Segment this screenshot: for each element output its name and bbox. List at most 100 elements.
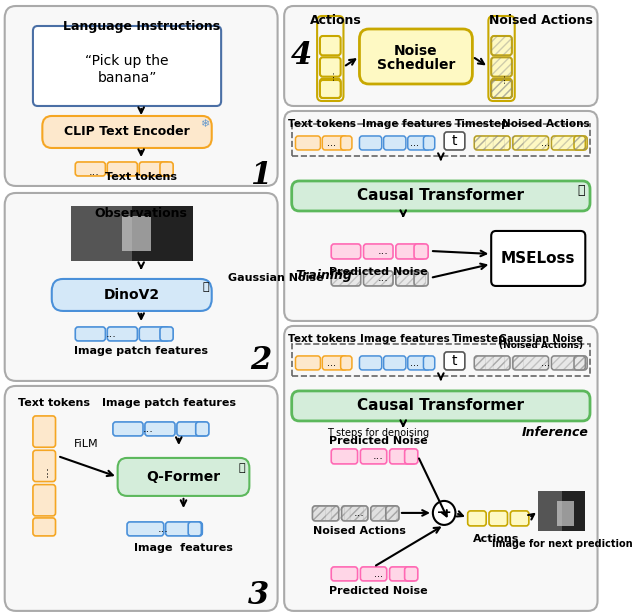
FancyBboxPatch shape: [332, 449, 358, 464]
FancyBboxPatch shape: [284, 111, 598, 321]
FancyBboxPatch shape: [320, 57, 340, 76]
Text: Predicted Noise: Predicted Noise: [329, 436, 428, 446]
FancyBboxPatch shape: [552, 356, 587, 370]
FancyBboxPatch shape: [574, 136, 586, 150]
Text: Scheduler: Scheduler: [377, 59, 455, 73]
FancyBboxPatch shape: [513, 356, 548, 370]
Text: Inference: Inference: [521, 426, 588, 439]
Text: Image features: Image features: [362, 119, 451, 129]
FancyBboxPatch shape: [33, 450, 56, 482]
FancyBboxPatch shape: [390, 567, 416, 581]
FancyBboxPatch shape: [414, 244, 428, 259]
FancyBboxPatch shape: [340, 136, 352, 150]
Text: Timestep: Timestep: [454, 119, 509, 129]
Text: ...: ...: [38, 465, 51, 477]
Text: ...: ...: [354, 508, 365, 518]
Text: MSELoss: MSELoss: [501, 251, 575, 266]
Text: FiLM: FiLM: [74, 439, 99, 449]
FancyBboxPatch shape: [188, 522, 202, 536]
FancyBboxPatch shape: [474, 136, 510, 150]
Text: ...: ...: [106, 329, 116, 339]
FancyBboxPatch shape: [160, 162, 173, 176]
Text: Causal Transformer: Causal Transformer: [357, 188, 524, 203]
Text: ...: ...: [374, 569, 383, 579]
Text: Gaussian Noise: Gaussian Noise: [499, 334, 583, 344]
FancyBboxPatch shape: [140, 327, 170, 341]
Text: Text tokens: Text tokens: [288, 119, 356, 129]
FancyBboxPatch shape: [342, 506, 368, 521]
FancyBboxPatch shape: [360, 567, 387, 581]
Circle shape: [433, 501, 456, 525]
FancyBboxPatch shape: [360, 356, 381, 370]
FancyBboxPatch shape: [76, 327, 106, 341]
Text: Text tokens: Text tokens: [105, 172, 177, 182]
Text: Noised Actions: Noised Actions: [502, 119, 589, 129]
Text: Causal Transformer: Causal Transformer: [357, 399, 524, 413]
FancyBboxPatch shape: [127, 522, 164, 536]
Text: 4: 4: [291, 41, 312, 71]
FancyBboxPatch shape: [491, 79, 512, 98]
FancyBboxPatch shape: [491, 231, 586, 286]
FancyBboxPatch shape: [574, 356, 586, 370]
Text: 🔥: 🔥: [578, 184, 586, 197]
FancyBboxPatch shape: [491, 80, 512, 98]
FancyBboxPatch shape: [4, 193, 278, 381]
Text: Text tokens: Text tokens: [18, 398, 90, 408]
Bar: [538, 491, 586, 531]
FancyBboxPatch shape: [510, 511, 529, 526]
FancyBboxPatch shape: [386, 506, 399, 521]
FancyBboxPatch shape: [396, 271, 426, 286]
FancyBboxPatch shape: [404, 567, 418, 581]
Text: ...: ...: [541, 358, 550, 368]
Bar: [557, 501, 574, 526]
Text: Observations: Observations: [95, 207, 188, 220]
Text: Predicted Noise: Predicted Noise: [329, 586, 428, 596]
FancyBboxPatch shape: [160, 327, 173, 341]
Text: ...: ...: [378, 246, 388, 256]
FancyBboxPatch shape: [360, 449, 387, 464]
FancyBboxPatch shape: [33, 26, 221, 106]
Text: Image patch features: Image patch features: [102, 398, 236, 408]
FancyBboxPatch shape: [292, 181, 590, 211]
Text: 🔥: 🔥: [202, 282, 209, 292]
FancyBboxPatch shape: [414, 271, 428, 286]
Text: Noised Actions: Noised Actions: [489, 14, 593, 27]
Text: Training: Training: [296, 269, 353, 283]
FancyBboxPatch shape: [340, 356, 352, 370]
Bar: [70, 206, 193, 261]
Text: t: t: [452, 354, 457, 368]
FancyBboxPatch shape: [332, 567, 358, 581]
Bar: [122, 216, 150, 251]
Text: ...: ...: [327, 138, 336, 148]
Bar: [292, 344, 590, 376]
FancyBboxPatch shape: [332, 244, 361, 259]
Text: ...: ...: [143, 424, 154, 434]
FancyBboxPatch shape: [513, 136, 548, 150]
FancyBboxPatch shape: [408, 136, 430, 150]
Text: Image  features: Image features: [134, 543, 233, 553]
Text: Language Instructions: Language Instructions: [63, 20, 220, 33]
FancyBboxPatch shape: [52, 279, 212, 311]
Text: CLIP Text Encoder: CLIP Text Encoder: [64, 126, 190, 139]
FancyBboxPatch shape: [390, 449, 416, 464]
Text: T steps for denoising: T steps for denoising: [327, 428, 429, 438]
Text: “Pick up the: “Pick up the: [85, 54, 169, 68]
Text: 🔥: 🔥: [238, 463, 244, 473]
FancyBboxPatch shape: [145, 422, 175, 436]
Text: ...: ...: [497, 73, 506, 83]
Text: Actions: Actions: [473, 534, 519, 544]
FancyBboxPatch shape: [444, 352, 465, 370]
FancyBboxPatch shape: [292, 391, 590, 421]
FancyBboxPatch shape: [113, 422, 143, 436]
Text: 3: 3: [248, 580, 269, 612]
FancyBboxPatch shape: [33, 518, 56, 536]
Text: ...: ...: [327, 358, 336, 368]
Text: Gaussian Noise: Gaussian Noise: [228, 273, 324, 283]
FancyBboxPatch shape: [284, 326, 598, 611]
FancyBboxPatch shape: [312, 506, 339, 521]
FancyBboxPatch shape: [364, 271, 393, 286]
FancyBboxPatch shape: [424, 356, 435, 370]
FancyBboxPatch shape: [33, 416, 56, 447]
Text: 2: 2: [250, 346, 271, 376]
FancyBboxPatch shape: [320, 80, 340, 98]
